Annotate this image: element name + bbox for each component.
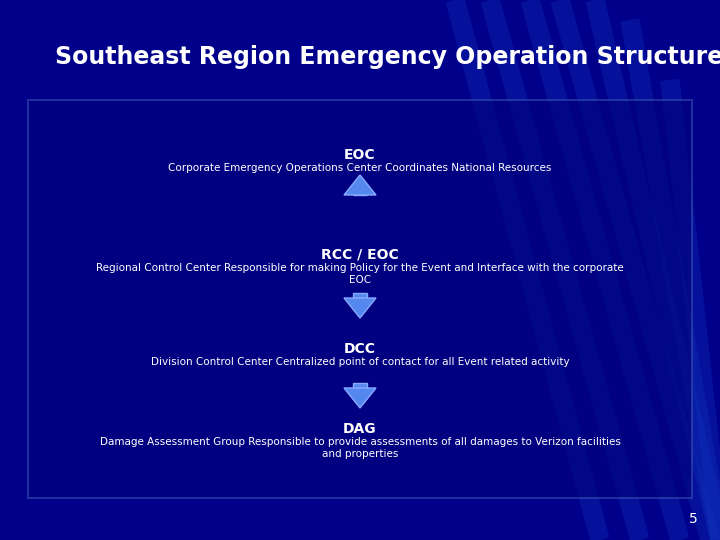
Text: EOC: EOC xyxy=(344,148,376,162)
Text: Corporate Emergency Operations Center Coordinates National Resources: Corporate Emergency Operations Center Co… xyxy=(168,163,552,173)
Bar xyxy=(353,293,367,298)
Polygon shape xyxy=(344,388,376,408)
Text: Division Control Center Centralized point of contact for all Event related activ: Division Control Center Centralized poin… xyxy=(150,357,570,367)
Polygon shape xyxy=(344,298,376,318)
Polygon shape xyxy=(344,175,376,195)
Text: Regional Control Center Responsible for making Policy for the Event and Interfac: Regional Control Center Responsible for … xyxy=(96,263,624,286)
Bar xyxy=(353,293,367,298)
Text: RCC / EOC: RCC / EOC xyxy=(321,248,399,262)
Text: Damage Assessment Group Responsible to provide assessments of all damages to Ver: Damage Assessment Group Responsible to p… xyxy=(99,437,621,460)
Text: Southeast Region Emergency Operation Structure: Southeast Region Emergency Operation Str… xyxy=(55,45,720,69)
Bar xyxy=(353,383,367,388)
Text: 5: 5 xyxy=(689,512,698,526)
Bar xyxy=(28,100,692,498)
Bar xyxy=(353,383,367,388)
Text: DCC: DCC xyxy=(344,342,376,356)
Text: DAG: DAG xyxy=(343,422,377,436)
